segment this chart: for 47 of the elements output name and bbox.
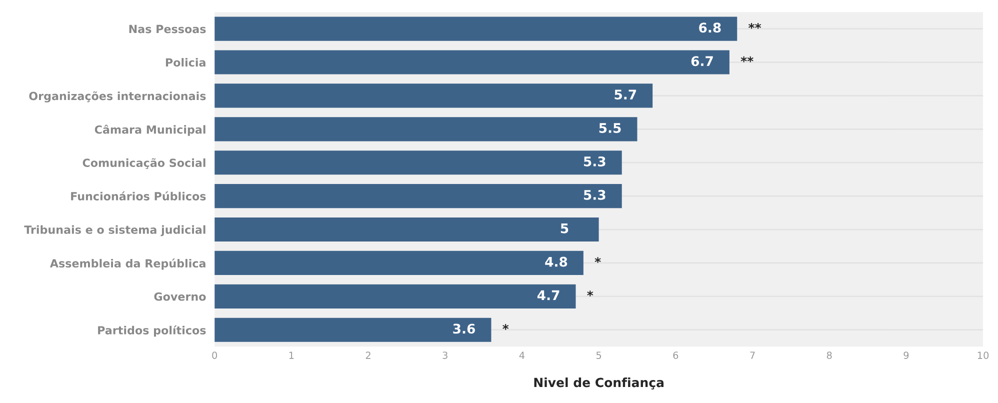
data-label: 6.8 — [699, 22, 721, 33]
x-axis-title: Nivel de Confiança — [534, 378, 664, 390]
data-label: 5.7 — [614, 90, 636, 100]
bar — [214, 184, 622, 208]
annotation: * — [587, 290, 594, 296]
x-tick-label: 5 — [596, 352, 602, 359]
y-tick-label: Câmara Municipal — [94, 124, 206, 136]
bar — [214, 117, 638, 142]
x-tick-label: 3 — [442, 352, 448, 359]
x-tick-label: 8 — [826, 352, 832, 359]
data-label: 5.3 — [584, 156, 606, 166]
y-tick-label: Governo — [154, 292, 206, 301]
x-tick-label: 10 — [978, 352, 989, 359]
y-tick-label: Comunicação Social — [82, 158, 206, 170]
x-tick-label: 4 — [519, 352, 524, 359]
y-tick-label: Partidos políticos — [98, 325, 206, 337]
data-label: 5.5 — [599, 123, 621, 133]
annotation: * — [594, 257, 601, 263]
x-tick-label: 6 — [673, 352, 678, 359]
bar — [214, 16, 738, 41]
y-tick-label: Policia — [166, 58, 206, 67]
bar — [214, 318, 492, 342]
annotation: ** — [740, 56, 754, 62]
bar — [214, 284, 576, 308]
data-label: 4.8 — [545, 256, 568, 267]
bar — [214, 50, 730, 74]
bar — [214, 84, 653, 108]
x-tick-label: 7 — [750, 352, 755, 359]
data-label: 4.7 — [537, 290, 560, 300]
y-tick-label: Tribunais e o sistema judicial — [24, 225, 206, 236]
x-tick-label: 0 — [212, 352, 218, 359]
annotation: ** — [748, 22, 762, 29]
bar — [214, 150, 622, 175]
y-tick-label: Organizações internacionais — [29, 91, 206, 102]
x-tick-label: 2 — [366, 352, 370, 359]
y-tick-label: Assembleia da República — [50, 258, 206, 270]
data-label: 6.7 — [691, 56, 713, 66]
data-label: 5.3 — [584, 190, 606, 200]
data-label: 3.6 — [453, 324, 475, 334]
bar — [214, 250, 584, 275]
y-tick-label: Funcionários Públicos — [71, 191, 206, 200]
x-tick-label: 9 — [904, 352, 909, 359]
data-label: 5 — [560, 224, 568, 234]
x-tick-label: 1 — [289, 352, 294, 359]
annotation: * — [502, 324, 509, 330]
y-tick-label: Nas Pessoas — [129, 24, 206, 34]
bar — [214, 217, 599, 242]
